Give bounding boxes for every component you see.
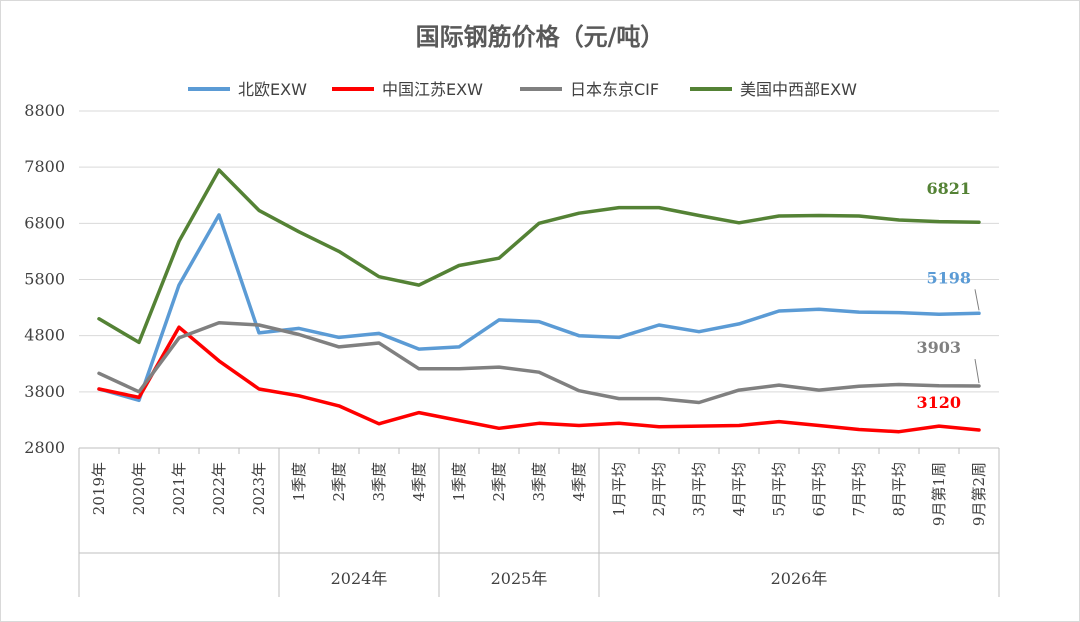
end-label: 3903 [916, 338, 961, 357]
x-tick-label: 8月平均 [890, 462, 908, 517]
x-tick-label: 4季度 [410, 462, 428, 502]
x-tick-label: 9月第2周 [970, 462, 988, 526]
x-tick-label: 1季度 [290, 462, 308, 502]
y-tick-label: 7800 [24, 157, 65, 176]
x-tick-label: 1月平均 [610, 462, 628, 517]
x-axis: 2024年 2025年 2026年 2019年 2020年 2021年 2022年 2023年… [78, 447, 1000, 597]
y-tick-label: 3800 [24, 382, 65, 401]
x-tick-label: 2月平均 [650, 462, 668, 517]
x-tick-label: 2季度 [330, 462, 348, 502]
x-tick-label: 2021年 [170, 462, 188, 515]
x-tick-label: 9月第1周 [930, 462, 948, 526]
series-line-2 [97, 325, 981, 434]
y-tick-label: 6800 [24, 213, 65, 232]
x-tick-label: 7月平均 [850, 462, 868, 517]
chart-title: 国际钢筋价格（元/吨） [416, 23, 665, 51]
x-tick-label: 2019年 [90, 462, 108, 515]
y-tick-label: 5800 [24, 270, 65, 289]
series-line-4 [97, 168, 981, 345]
end-label-leader [974, 289, 980, 311]
legend-label: 中国江苏EXW [382, 80, 483, 99]
x-tick-label: 2022年 [210, 462, 228, 515]
end-labels: 5198 3120 3903 6821 [916, 179, 980, 412]
legend: 北欧EXW 中国江苏EXW 日本东京CIF 美国中西部EXW [188, 80, 857, 99]
legend-label: 美国中西部EXW [740, 80, 857, 99]
series-lines [97, 168, 981, 434]
y-tick-label: 4800 [24, 326, 65, 345]
legend-label: 日本东京CIF [570, 80, 659, 99]
group-label: 2024年 [331, 569, 388, 588]
x-tick-label: 4月平均 [730, 462, 748, 517]
y-axis: 2800 3800 4800 5800 6800 7800 8800 [24, 101, 65, 457]
x-tick-label: 5月平均 [770, 462, 788, 517]
y-tick-label: 2800 [24, 438, 65, 457]
x-tick-label: 3季度 [530, 462, 548, 502]
y-tick-label: 8800 [24, 101, 65, 120]
end-label: 3120 [916, 393, 961, 412]
x-tick-label: 6月平均 [810, 462, 828, 517]
x-tick-label: 4季度 [570, 462, 588, 502]
series-line-3 [97, 320, 981, 405]
x-tick-label: 3月平均 [690, 462, 708, 517]
end-label-leader [974, 358, 980, 384]
x-tick-label: 2季度 [490, 462, 508, 502]
x-tick-label: 1季度 [450, 462, 468, 502]
end-label: 5198 [926, 268, 971, 287]
group-label: 2025年 [491, 569, 548, 588]
legend-label: 北欧EXW [238, 80, 307, 99]
group-label: 2026年 [771, 569, 828, 588]
series-line-1 [97, 213, 981, 403]
end-label: 6821 [926, 179, 971, 198]
x-tick-label: 2023年 [250, 462, 268, 515]
grid-lines [79, 110, 999, 393]
x-tick-label: 3季度 [370, 462, 388, 502]
x-tick-label: 2020年 [130, 462, 148, 515]
